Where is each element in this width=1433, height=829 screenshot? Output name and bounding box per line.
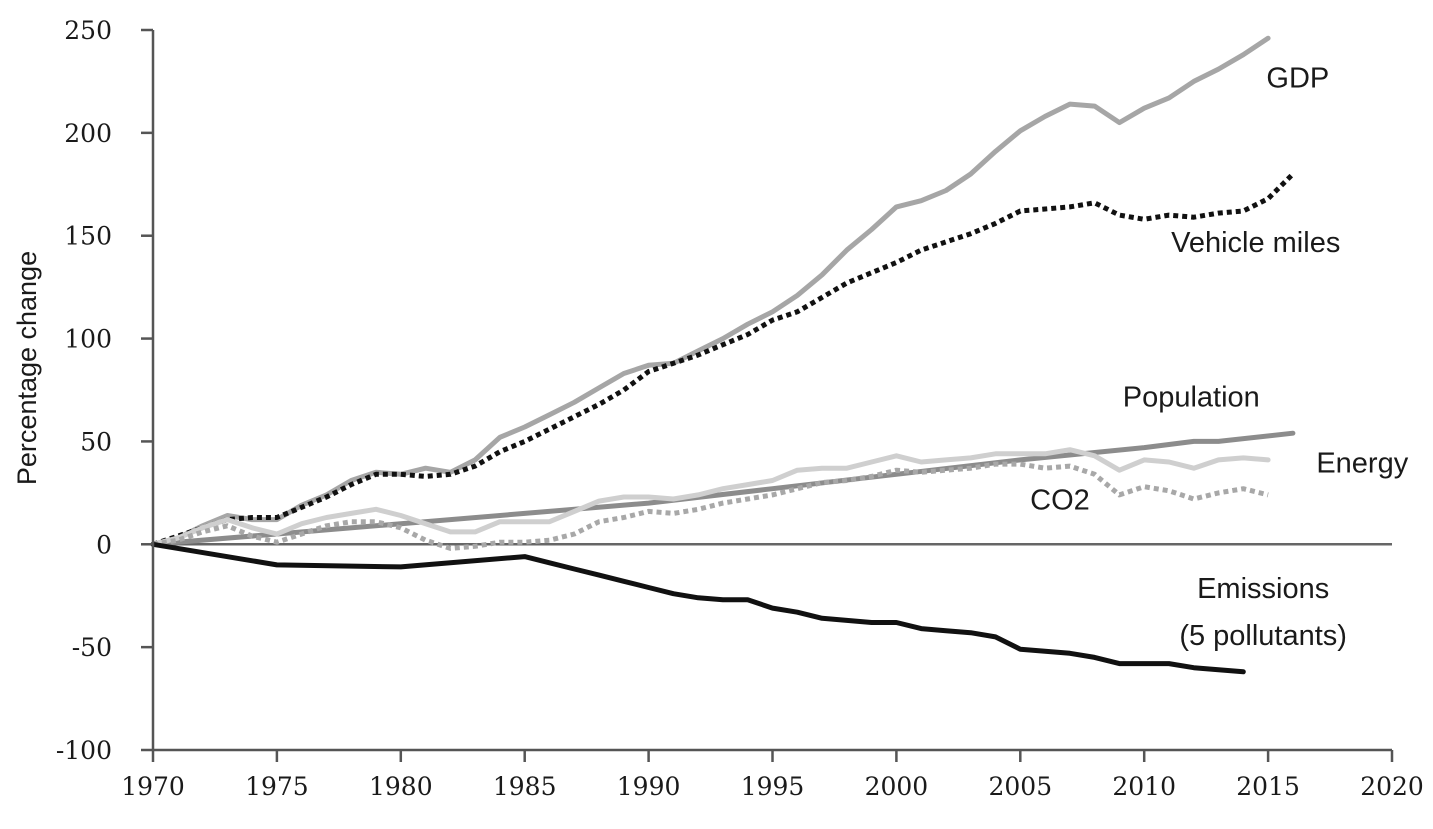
x-tick-label-7: 2005 bbox=[988, 772, 1052, 801]
y-tick-label-5: 0 bbox=[96, 530, 112, 559]
y-tick-label-4: 50 bbox=[80, 427, 112, 456]
series-label-0: GDP bbox=[1266, 63, 1329, 95]
y-tick-label-7: -100 bbox=[56, 736, 112, 765]
x-tick-label-10: 2020 bbox=[1360, 772, 1424, 801]
series-line-1 bbox=[152, 172, 1295, 547]
x-tick-label-3: 1985 bbox=[493, 772, 557, 801]
series-label-6: (5 pollutants) bbox=[1179, 620, 1347, 652]
x-tick-label-1: 1975 bbox=[245, 772, 309, 801]
y-tick-label-1: 200 bbox=[64, 119, 112, 148]
y-tick-label-6: -50 bbox=[72, 633, 112, 662]
series-line-5 bbox=[150, 541, 1246, 675]
x-tick-label-9: 2015 bbox=[1236, 772, 1300, 801]
y-axis-title: Percentage change bbox=[12, 251, 42, 485]
series-line-3 bbox=[150, 447, 1271, 547]
x-tick-label-4: 1990 bbox=[617, 772, 681, 801]
y-tick-label-3: 100 bbox=[64, 325, 112, 354]
y-tick-label-2: 150 bbox=[64, 222, 112, 251]
series-label-4: CO2 bbox=[1030, 484, 1090, 516]
series-label-5: Emissions bbox=[1197, 573, 1329, 605]
series-label-1: Vehicle miles bbox=[1171, 227, 1340, 259]
x-tick-label-5: 1995 bbox=[741, 772, 805, 801]
series-line-0 bbox=[150, 35, 1271, 547]
x-tick-label-0: 1970 bbox=[121, 772, 185, 801]
x-tick-label-8: 2010 bbox=[1112, 772, 1176, 801]
series-label-3: Energy bbox=[1316, 447, 1408, 479]
series-label-2: Population bbox=[1123, 381, 1260, 413]
x-tick-label-2: 1980 bbox=[369, 772, 433, 801]
series-line-4 bbox=[152, 461, 1269, 551]
x-tick-label-6: 2000 bbox=[865, 772, 929, 801]
y-tick-label-0: 250 bbox=[64, 16, 112, 45]
